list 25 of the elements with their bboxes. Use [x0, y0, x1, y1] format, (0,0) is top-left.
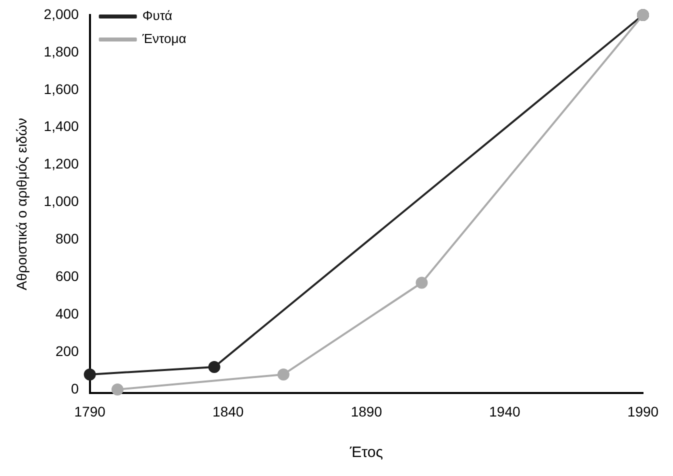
x-axis-title: Έτος	[348, 444, 383, 462]
x-tick-label: 1890	[350, 403, 382, 420]
y-axis-title: Αθροιστικά ο αριθμός ειδών	[13, 118, 30, 290]
x-tick-label: 1840	[212, 403, 244, 420]
y-tick-label: 0	[71, 380, 80, 396]
y-tick-label: 1,600	[44, 80, 80, 97]
x-tick-label: 1790	[74, 403, 106, 420]
x-tick-label: 1940	[489, 403, 520, 420]
y-tick-label: 1,800	[44, 43, 80, 60]
y-tick-label: 1,200	[44, 156, 80, 172]
y-tick-label: 1,400	[44, 118, 80, 134]
point	[111, 383, 124, 396]
x-tick-label: 1990	[627, 403, 659, 420]
y-tick-label: 600	[55, 268, 80, 284]
y-tick-label: 1,000	[44, 193, 80, 210]
point	[208, 360, 220, 373]
point	[84, 368, 96, 380]
legend-label: Φυτά	[142, 8, 173, 24]
legend-label: Έντομα	[141, 31, 187, 46]
y-tick-label: 200	[55, 342, 80, 359]
y-tick-label: 400	[55, 305, 80, 322]
point	[277, 368, 290, 380]
y-tick-label: 800	[55, 230, 80, 247]
y-tick-label: 2,000	[44, 6, 80, 22]
point	[416, 276, 428, 289]
